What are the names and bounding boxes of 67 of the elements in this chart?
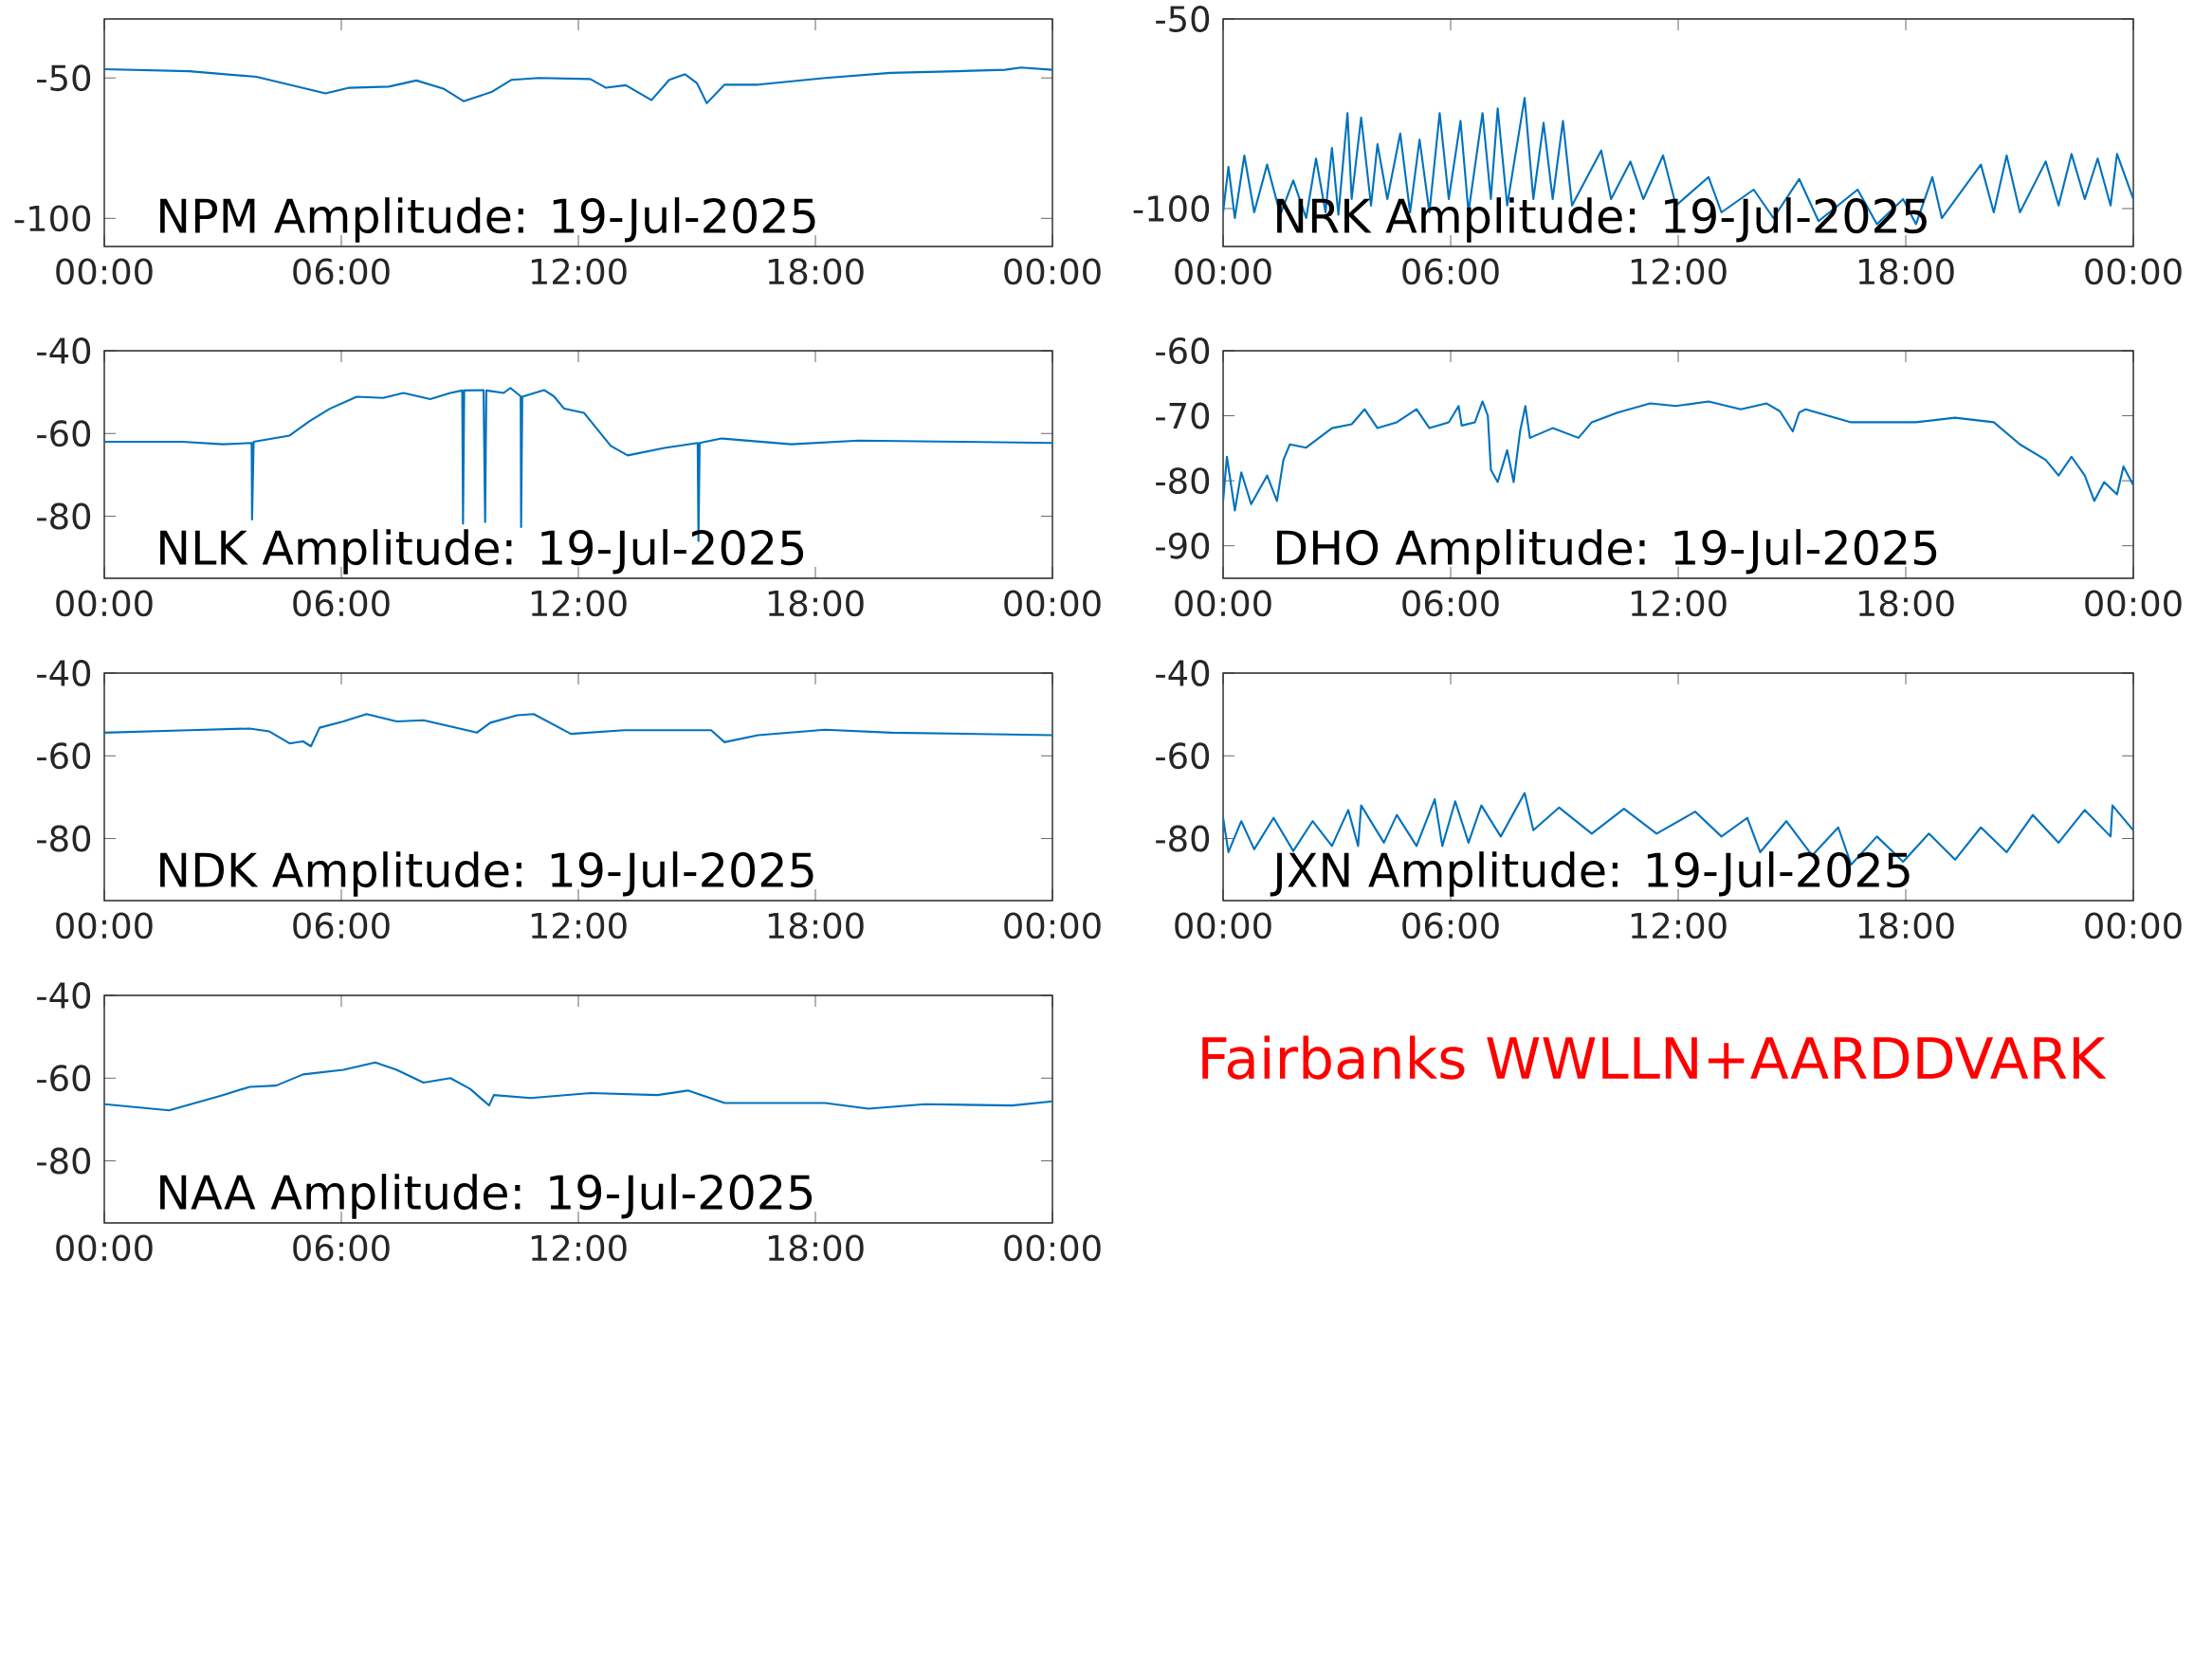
y-tick-label: -40 [37, 337, 91, 364]
x-tick-label: 06:00 [1402, 590, 1499, 617]
y-tick-label: -80 [1156, 467, 1210, 495]
x-tick-label: 00:00 [1175, 912, 1271, 939]
y-tick-label: -50 [37, 64, 91, 92]
x-tick-label: 12:00 [531, 258, 627, 285]
x-tick-label: 06:00 [1402, 912, 1499, 939]
x-tick-label: 00:00 [56, 258, 153, 285]
x-tick-label: 00:00 [1004, 912, 1101, 939]
x-tick-label: 00:00 [1004, 1234, 1101, 1262]
y-tick-label: -60 [37, 742, 91, 770]
x-tick-label: 18:00 [768, 258, 864, 285]
line-series [1223, 400, 2134, 512]
y-tick-label: -50 [1156, 6, 1210, 32]
y-tick-label: -80 [1156, 825, 1210, 852]
x-tick-label: 18:00 [768, 912, 864, 939]
x-tick-label: 06:00 [293, 258, 390, 285]
x-tick-label: 12:00 [531, 590, 627, 617]
text: NPM Amplitude: 19-Jul-2025 [160, 197, 815, 243]
x-tick-label: 00:00 [1175, 258, 1271, 285]
x-tick-label: 00:00 [2085, 590, 2182, 617]
text: NDK Amplitude: 19-Jul-2025 [160, 851, 814, 897]
x-tick-label: 12:00 [1631, 912, 1727, 939]
line-series [104, 1061, 1053, 1112]
y-tick-label: -70 [1156, 402, 1210, 429]
x-tick-label: 00:00 [2085, 258, 2182, 285]
x-tick-label: 12:00 [1631, 258, 1727, 285]
x-tick-label: 00:00 [56, 912, 153, 939]
x-tick-label: 12:00 [1631, 590, 1727, 617]
y-tick-label: -80 [37, 1147, 91, 1175]
x-tick-label: 18:00 [768, 1234, 864, 1262]
x-tick-label: 00:00 [56, 1234, 153, 1262]
x-tick-label: 06:00 [293, 1234, 390, 1262]
x-tick-label: 18:00 [768, 590, 864, 617]
x-tick-label: 18:00 [1858, 258, 1954, 285]
x-tick-label: 06:00 [293, 912, 390, 939]
x-tick-label: 00:00 [2085, 912, 2182, 939]
y-tick-label: -40 [1156, 660, 1210, 686]
y-tick-label: -100 [1133, 195, 1210, 222]
x-tick-label: 12:00 [531, 912, 627, 939]
y-tick-label: -60 [1156, 337, 1210, 364]
x-tick-label: 00:00 [56, 590, 153, 617]
x-tick-label: 06:00 [1402, 258, 1499, 285]
text: NLK Amplitude: 19-Jul-2025 [160, 529, 804, 574]
y-tick-label: -80 [37, 502, 91, 530]
text: Fairbanks WWLLN+AARDDVARK [1202, 1035, 2107, 1080]
text: DHO Amplitude: 19-Jul-2025 [1277, 529, 1937, 574]
x-tick-label: 06:00 [293, 590, 390, 617]
x-tick-label: 18:00 [1858, 590, 1954, 617]
y-tick-label: -80 [37, 825, 91, 852]
text: NAA Amplitude: 19-Jul-2025 [160, 1174, 813, 1219]
line-series [104, 66, 1053, 104]
y-tick-label: -60 [37, 1065, 91, 1092]
x-tick-label: 00:00 [1175, 590, 1271, 617]
y-tick-label: -60 [37, 420, 91, 447]
x-tick-label: 18:00 [1858, 912, 1954, 939]
y-tick-label: -90 [1156, 532, 1210, 559]
x-tick-label: 12:00 [531, 1234, 627, 1262]
x-tick-label: 00:00 [1004, 590, 1101, 617]
y-tick-label: -60 [1156, 742, 1210, 770]
text: NRK Amplitude: 19-Jul-2025 [1277, 197, 1927, 243]
y-tick-label: -100 [14, 205, 91, 232]
text: JXN Amplitude: 19-Jul-2025 [1270, 851, 1910, 897]
x-tick-label: 00:00 [1004, 258, 1101, 285]
line-series [104, 713, 1053, 748]
y-tick-label: -40 [37, 660, 91, 686]
y-tick-label: -40 [37, 982, 91, 1009]
